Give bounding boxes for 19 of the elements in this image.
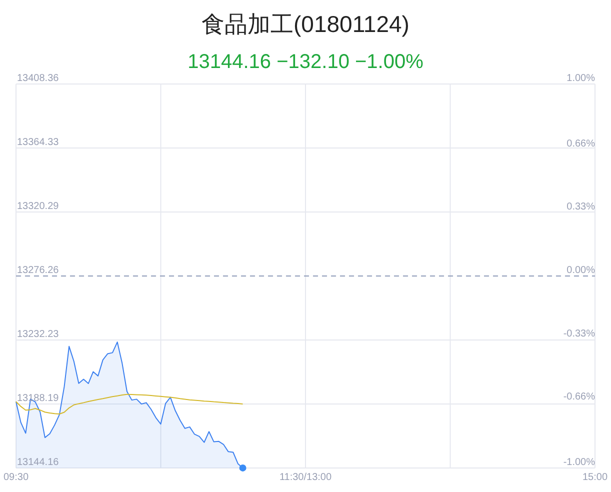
y2-tick-label: -1.00% (563, 457, 596, 468)
y2-tick-label: -0.33% (563, 328, 596, 340)
y-tick-label: 13320.29 (17, 201, 60, 212)
y2-tick-label: 0.33% (566, 202, 596, 213)
y2-tick-label: 0.00% (566, 265, 596, 276)
x-tick-label: 15:00 (582, 472, 608, 483)
y-tick-label: 13232.23 (17, 328, 60, 340)
x-tick-label: 11:30/13:00 (279, 472, 332, 483)
y2-tick-label: 1.00% (566, 73, 596, 84)
y2-tick-label: -0.66% (563, 392, 596, 403)
y-tick-label: 13364.33 (17, 136, 60, 148)
y2-tick-label: 0.66% (566, 138, 596, 150)
y-tick-label: 13188.19 (17, 393, 60, 404)
y-tick-label: 13144.16 (17, 457, 60, 468)
y-tick-label: 13408.36 (17, 73, 60, 84)
x-tick-label: 09:30 (3, 472, 29, 483)
chart-subtitle: 13144.16 −132.10 −1.00% (188, 51, 424, 73)
chart-title: 食品加工(01801124) (202, 11, 410, 37)
y-tick-label: 13276.26 (17, 265, 60, 276)
